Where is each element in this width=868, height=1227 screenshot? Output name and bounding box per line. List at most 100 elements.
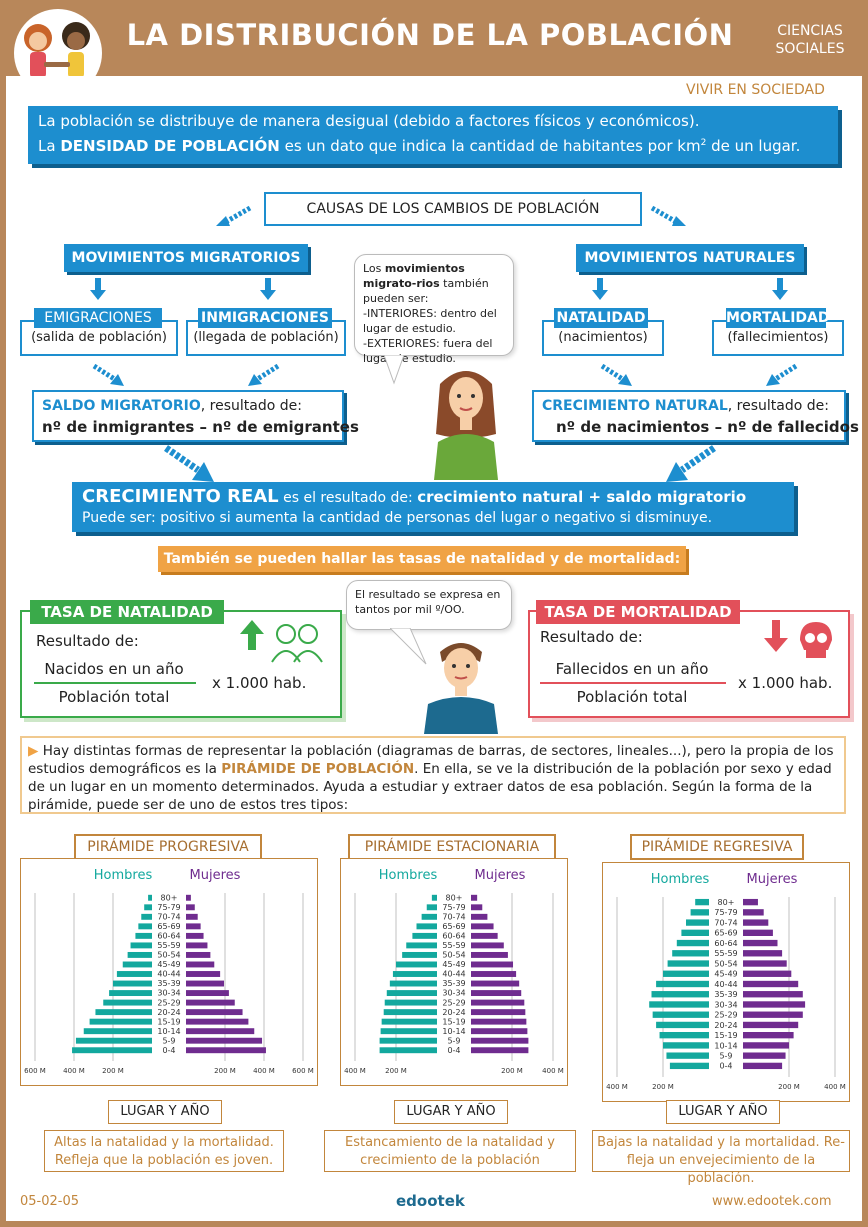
axis-tick-label: 400 M [344, 1067, 366, 1075]
intro-line-2: La DENSIDAD DE POBLACIÓN es un dato que … [38, 137, 800, 155]
bubble-text-1: Los [363, 262, 385, 275]
bar-women [471, 932, 498, 939]
bar-men [89, 1018, 152, 1025]
bar-men [406, 942, 437, 949]
bar-women [186, 951, 211, 958]
intro-line-2-post: es un dato que indica la cantidad de hab… [279, 137, 701, 155]
bubble-text-4: -INTERIORES: dentro del lugar de estudio… [363, 307, 497, 335]
age-group-label: 65-69 [714, 929, 737, 938]
bar-women [743, 898, 758, 906]
natality-title: NATALIDAD [554, 308, 648, 328]
bar-men [380, 1028, 437, 1035]
bar-women [471, 904, 483, 911]
paragraph-part-1: Hay distintas formas de representar la p… [28, 743, 834, 777]
km-exponent: 2 [700, 138, 707, 148]
pyramid-frame: Hombres Mujeres 600 M 400 M 200 M 200 M 400 M 6… [20, 858, 318, 1086]
place-year-label: LUGAR Y AÑO [666, 1100, 780, 1124]
bar-women [743, 1042, 789, 1049]
pyramid-frame: Hombres Mujeres 400 M 200 M 200 M 400 M 80+ 75-… [602, 862, 850, 1102]
bar-women [186, 999, 235, 1006]
bar-women [743, 929, 773, 936]
subject-line-2: SOCIALES [775, 41, 845, 57]
bar-men [416, 923, 437, 930]
axis-tick-label: 200 M [652, 1083, 674, 1091]
header: LA DISTRIBUCIÓN DE LA POBLACIÓN CIENCIAS… [0, 0, 868, 97]
population-pyramid-chart: Hombres Mujeres 400 M 200 M 200 M 400 M 80+75-… [606, 872, 846, 1091]
real-growth-formula: crecimiento natural + saldo migratorio [417, 488, 747, 506]
axis-tick-label: 600 M [292, 1067, 314, 1075]
bar-women [471, 942, 504, 949]
speech-bubble-rate: El resultado se expresa en tantos por mi… [346, 580, 512, 630]
footer-url[interactable]: www.edootek.com [712, 1194, 832, 1209]
pyramid-description-line-1: Altas la natalidad y la mortalidad. [54, 1135, 274, 1150]
bar-men [690, 909, 709, 916]
migratory-balance-rest: , resultado de: [200, 398, 302, 414]
legend-women: Mujeres [475, 868, 526, 883]
bar-women [471, 990, 522, 997]
subject-line-1: CIENCIAS [777, 23, 843, 39]
bar-men [649, 1001, 709, 1008]
age-group-label: 70-74 [714, 918, 737, 927]
age-group-label: 30-34 [442, 989, 465, 998]
age-group-label: 70-74 [442, 912, 465, 921]
bar-women [743, 1052, 786, 1059]
arrow-right-down-icon [164, 445, 214, 482]
bar-men [686, 919, 709, 926]
bar-women [186, 1047, 266, 1054]
age-group-label: 35-39 [714, 990, 737, 999]
pyramid-description: Estancamiento de la natalidad y crecimien… [324, 1130, 576, 1172]
bar-men [656, 1021, 709, 1029]
bar-men [141, 913, 152, 920]
causes-title: CAUSAS DE LOS CAMBIOS DE POBLACIÓN [264, 192, 642, 226]
arrow-right-down-icon [650, 205, 686, 227]
bar-women [743, 1001, 806, 1008]
axis-tick-label: 400 M [253, 1067, 275, 1075]
bar-women [743, 1062, 783, 1070]
bar-men [676, 939, 709, 947]
death-rate-result-label: Resultado de: [540, 628, 643, 646]
bar-men [116, 971, 152, 977]
bar-women [186, 904, 195, 911]
real-growth-band: CRECIMIENTO REAL es el resultado de: cre… [72, 482, 794, 532]
arrow-down-icon [592, 278, 608, 300]
bubble-text-3: también pueden ser: [363, 277, 489, 305]
bar-men [396, 961, 437, 968]
axis-tick-label: 200 M [501, 1067, 523, 1075]
bar-women [471, 999, 525, 1006]
pyramid-term: PIRÁMIDE DE POBLACIÓN [221, 761, 415, 777]
bar-women [743, 909, 764, 916]
bar-men [667, 960, 709, 967]
real-growth-line-2: Puede ser: positivo si aumenta la cantid… [82, 510, 713, 526]
bar-women [186, 980, 225, 987]
age-group-label: 15-19 [157, 1017, 180, 1026]
bar-women [471, 1018, 527, 1025]
age-group-label: 45-49 [157, 960, 180, 969]
bar-men [122, 961, 152, 968]
age-group-label: 20-24 [442, 1008, 465, 1017]
bar-men [669, 1062, 709, 1070]
age-group-label: 45-49 [442, 960, 465, 969]
paragraph-part-2: . En ella, se ve la distribución de la p… [28, 761, 832, 813]
emigration-title: EMIGRACIONES [34, 308, 162, 328]
age-group-label: 75-79 [157, 903, 180, 912]
bar-men [681, 929, 709, 936]
bar-men [72, 1047, 152, 1054]
bar-men [383, 1009, 437, 1016]
bar-women [471, 894, 478, 901]
axis-tick-label: 200 M [102, 1067, 124, 1075]
bar-men [412, 932, 437, 939]
axis-tick-label: 200 M [778, 1083, 800, 1091]
bar-women [471, 1009, 526, 1016]
migratory-balance-formula: nº de inmigrantes – nº de emigrantes [42, 418, 359, 436]
age-group-label: 15-19 [442, 1017, 465, 1026]
age-group-label: 75-79 [714, 908, 737, 917]
bar-women [743, 950, 783, 957]
speech-bubble-migration: Los movimientos migrato-rios también pue… [354, 254, 514, 365]
bar-women [471, 980, 520, 987]
place-year-label: LUGAR Y AÑO [394, 1100, 508, 1124]
pyramid-title: PIRÁMIDE REGRESIVA [630, 834, 804, 860]
birth-rate-multiplier: x 1.000 hab. [212, 674, 307, 692]
bar-women [186, 1028, 255, 1035]
age-group-label: 0-4 [447, 1046, 460, 1055]
bar-men [83, 1028, 152, 1035]
